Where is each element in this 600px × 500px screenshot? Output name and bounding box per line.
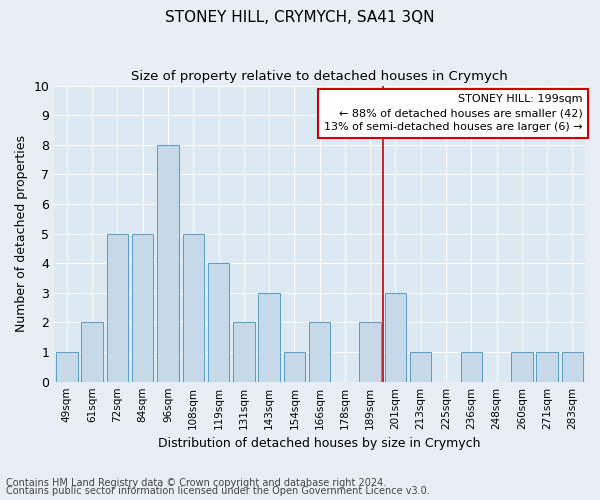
Bar [284,352,305,382]
Bar [385,293,406,382]
Y-axis label: Number of detached properties: Number of detached properties [15,135,28,332]
Title: Size of property relative to detached houses in Crymych: Size of property relative to detached ho… [131,70,508,83]
Text: STONEY HILL: 199sqm
← 88% of detached houses are smaller (42)
13% of semi-detach: STONEY HILL: 199sqm ← 88% of detached ho… [324,94,583,132]
Bar [182,234,204,382]
Bar [536,352,558,382]
Bar [511,352,533,382]
Bar [259,293,280,382]
Bar [359,322,381,382]
Bar [157,145,179,382]
Text: Contains HM Land Registry data © Crown copyright and database right 2024.: Contains HM Land Registry data © Crown c… [6,478,386,488]
Bar [82,322,103,382]
Bar [208,263,229,382]
Bar [562,352,583,382]
Bar [309,322,331,382]
Bar [56,352,77,382]
Bar [132,234,154,382]
Text: STONEY HILL, CRYMYCH, SA41 3QN: STONEY HILL, CRYMYCH, SA41 3QN [165,10,435,25]
Bar [233,322,254,382]
Bar [461,352,482,382]
Text: Contains public sector information licensed under the Open Government Licence v3: Contains public sector information licen… [6,486,430,496]
X-axis label: Distribution of detached houses by size in Crymych: Distribution of detached houses by size … [158,437,481,450]
Bar [107,234,128,382]
Bar [410,352,431,382]
